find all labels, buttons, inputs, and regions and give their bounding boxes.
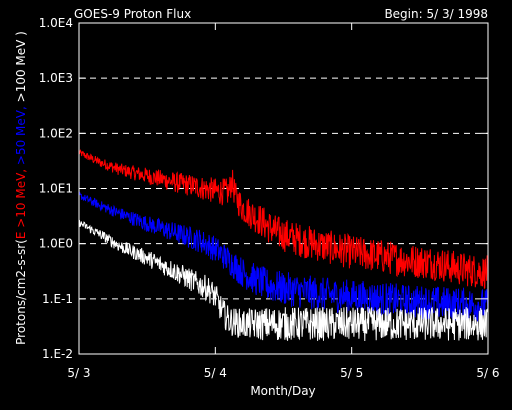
series-line-0 <box>78 149 489 289</box>
y-axis-label: Protons/cm2-s-sr(E >10 MeV, >50 MeV, >10… <box>14 31 28 345</box>
chart-title: GOES-9 Proton Flux <box>74 7 191 21</box>
y-axis-label-prefix: Protons/cm2-s-sr( <box>14 239 28 345</box>
begin-date-label: Begin: 5/ 3/ 1998 <box>384 7 488 21</box>
y-tick-label-5: 1.E-1 <box>42 292 73 306</box>
x-axis-label: Month/Day <box>250 384 315 398</box>
gridlines <box>79 77 488 300</box>
y-tick-label-3: 1.0E1 <box>39 182 73 196</box>
x-tick-label-3: 5/ 6 <box>476 366 499 380</box>
x-tick-label-0: 5/ 3 <box>67 366 90 380</box>
y-axis-label-10mev: E >10 MeV, <box>14 165 28 239</box>
series-line-1 <box>78 191 489 322</box>
series-line-2 <box>78 219 489 342</box>
y-tick-label-2: 1.0E2 <box>39 126 73 140</box>
y-axis-label-50mev: >50 MeV, <box>14 102 28 165</box>
y-tick-label-6: 1.E-2 <box>42 347 73 361</box>
x-tick-label-1: 5/ 4 <box>204 366 227 380</box>
y-tick-label-0: 1.0E4 <box>39 16 73 30</box>
axis-ticks: 1.0E4 1.0E3 1.0E2 1.0E1 1.0E0 1.E-1 1.E-2 5/ 3 5… <box>39 16 500 380</box>
y-tick-label-1: 1.0E3 <box>39 71 73 85</box>
x-tick-label-2: 5/ 5 <box>340 366 363 380</box>
data-series <box>78 149 489 342</box>
y-axis-label-100mev: >100 MeV ) <box>14 31 28 102</box>
y-tick-label-4: 1.0E0 <box>39 237 73 251</box>
